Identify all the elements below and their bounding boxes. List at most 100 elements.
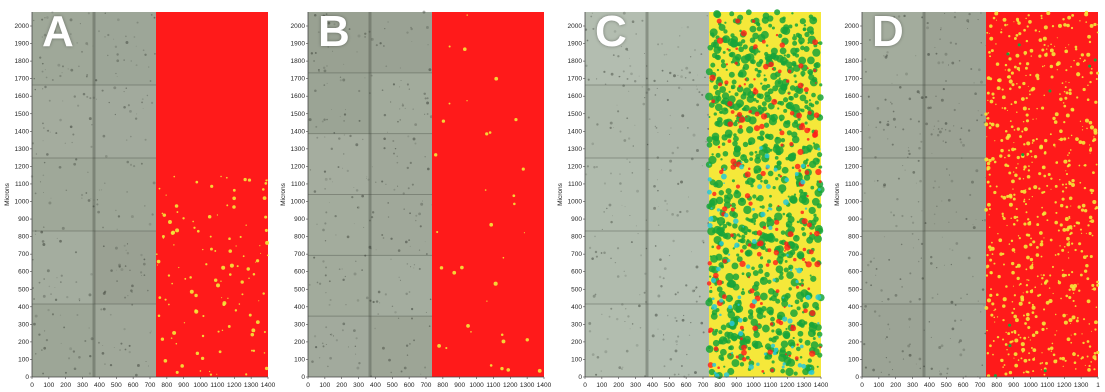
y-tick-label: 1400 <box>568 128 583 135</box>
x-tick-label: 700 <box>698 382 709 389</box>
y-tick-label: 300 <box>294 321 305 328</box>
y-tick-label: 1900 <box>845 41 860 48</box>
x-tick-label: 300 <box>77 382 88 389</box>
x-tick-label: 1400 <box>537 382 552 389</box>
x-tick-label: 600 <box>681 382 692 389</box>
y-tick-label: 1200 <box>845 163 860 170</box>
y-tick-label: 1400 <box>15 128 30 135</box>
x-tick-label: 1300 <box>244 382 259 389</box>
y-tick-label: 900 <box>18 216 29 223</box>
panel-plot: 0100200300400500600700800900100011001200… <box>4 11 276 389</box>
x-tick-label: 1400 <box>814 382 829 389</box>
y-tick-label: 900 <box>848 216 859 223</box>
x-tick-label: 900 <box>454 382 465 389</box>
x-tick-label: 1100 <box>763 382 777 389</box>
panel-letter: C <box>595 7 627 56</box>
y-axis-title: Microns <box>834 182 841 206</box>
y-tick-label: 700 <box>848 251 859 258</box>
x-tick-label: 700 <box>421 382 432 389</box>
x-tick-label: 100 <box>596 382 607 389</box>
x-tick-label: 1100 <box>486 382 500 389</box>
y-tick-label: 300 <box>571 321 582 328</box>
colour-map <box>432 12 544 377</box>
y-tick-label: 1200 <box>291 163 306 170</box>
y-tick-label: 800 <box>848 234 859 241</box>
x-tick-label: 1200 <box>227 382 242 389</box>
optical-image <box>30 11 156 377</box>
y-tick-label: 100 <box>571 356 582 363</box>
y-tick-label: 1100 <box>291 181 305 188</box>
y-tick-label: 1800 <box>845 58 860 65</box>
x-tick-label: 1200 <box>1057 382 1072 389</box>
y-tick-label: 1800 <box>291 58 306 65</box>
optical-image <box>584 11 711 378</box>
y-tick-label: 1400 <box>845 128 860 135</box>
y-tick-label: 1600 <box>291 93 306 100</box>
y-tick-label: 500 <box>294 286 305 293</box>
y-tick-label: 1700 <box>568 76 583 83</box>
y-tick-label: 800 <box>18 234 29 241</box>
y-tick-label: 1300 <box>845 146 860 153</box>
y-tick-label: 0 <box>578 374 582 381</box>
y-tick-label: 1700 <box>15 76 30 83</box>
panel-plot: 0100200300400500600700800900100011001200… <box>834 10 1100 389</box>
y-tick-label: 1400 <box>291 128 306 135</box>
y-tick-label: 800 <box>571 234 582 241</box>
panel-letter: B <box>318 7 350 56</box>
y-tick-label: 200 <box>18 339 29 346</box>
y-tick-label: 0 <box>301 374 305 381</box>
y-tick-label: 1900 <box>291 41 306 48</box>
y-tick-label: 2000 <box>15 23 30 30</box>
x-tick-label: 400 <box>924 382 935 389</box>
x-tick-label: 1100 <box>210 382 224 389</box>
x-tick-label: 1000 <box>469 382 484 389</box>
x-tick-label: 1000 <box>1023 382 1038 389</box>
y-tick-label: 1600 <box>568 93 583 100</box>
y-tick-label: 1300 <box>15 146 30 153</box>
x-tick-label: 200 <box>336 382 347 389</box>
x-tick-label: 900 <box>731 382 742 389</box>
x-tick-label: 1000 <box>193 382 208 389</box>
y-tick-label: 1500 <box>291 111 306 118</box>
panel-b: 0 100 200 300 400 500 600 700 800 900 1000 1100 1200… <box>276 0 552 392</box>
y-tick-label: 400 <box>571 304 582 311</box>
x-tick-label: 600 <box>958 382 969 389</box>
y-tick-label: 600 <box>571 269 582 276</box>
y-tick-label: 1500 <box>15 111 30 118</box>
y-tick-label: 1800 <box>15 58 30 65</box>
x-tick-label: 1300 <box>520 382 535 389</box>
y-tick-label: 100 <box>848 356 859 363</box>
y-tick-label: 1700 <box>845 76 860 83</box>
x-tick-label: 100 <box>43 382 54 389</box>
x-tick-label: 500 <box>111 382 122 389</box>
y-tick-label: 400 <box>18 304 29 311</box>
axes: 0100200300400500600700800900100011001200… <box>557 12 829 389</box>
x-tick-label: 0 <box>306 382 310 389</box>
x-tick-label: 1300 <box>797 382 812 389</box>
y-tick-label: 1900 <box>568 41 583 48</box>
y-tick-label: 600 <box>848 269 859 276</box>
panel-letter: D <box>872 7 904 56</box>
y-tick-label: 1200 <box>15 163 30 170</box>
optical-image <box>308 10 433 377</box>
x-tick-label: 700 <box>145 382 156 389</box>
y-tick-label: 600 <box>18 269 29 276</box>
y-tick-label: 1000 <box>568 199 583 206</box>
colour-map <box>705 9 825 379</box>
x-tick-label: 1000 <box>746 382 761 389</box>
y-tick-label: 700 <box>18 251 29 258</box>
y-tick-label: 1100 <box>568 181 582 188</box>
panel-c: 0 100 200 300 400 500 600 700 800 900 1000 1100 1200… <box>553 0 829 392</box>
y-tick-label: 1900 <box>15 41 30 48</box>
x-tick-label: 500 <box>664 382 675 389</box>
axes: 0100200300400500600700800900100011001200… <box>4 12 276 389</box>
y-tick-label: 2000 <box>845 23 860 30</box>
x-tick-label: 100 <box>319 382 330 389</box>
colour-map <box>984 10 1100 378</box>
y-axis-title: Microns <box>4 182 11 206</box>
x-tick-label: 0 <box>30 382 34 389</box>
optical-image <box>862 11 987 378</box>
y-tick-label: 1200 <box>568 163 583 170</box>
y-tick-label: 1700 <box>291 76 306 83</box>
panel-a: 0 100 200 300 400 500 600 700 800 900 1000 1100 1200… <box>0 0 276 392</box>
